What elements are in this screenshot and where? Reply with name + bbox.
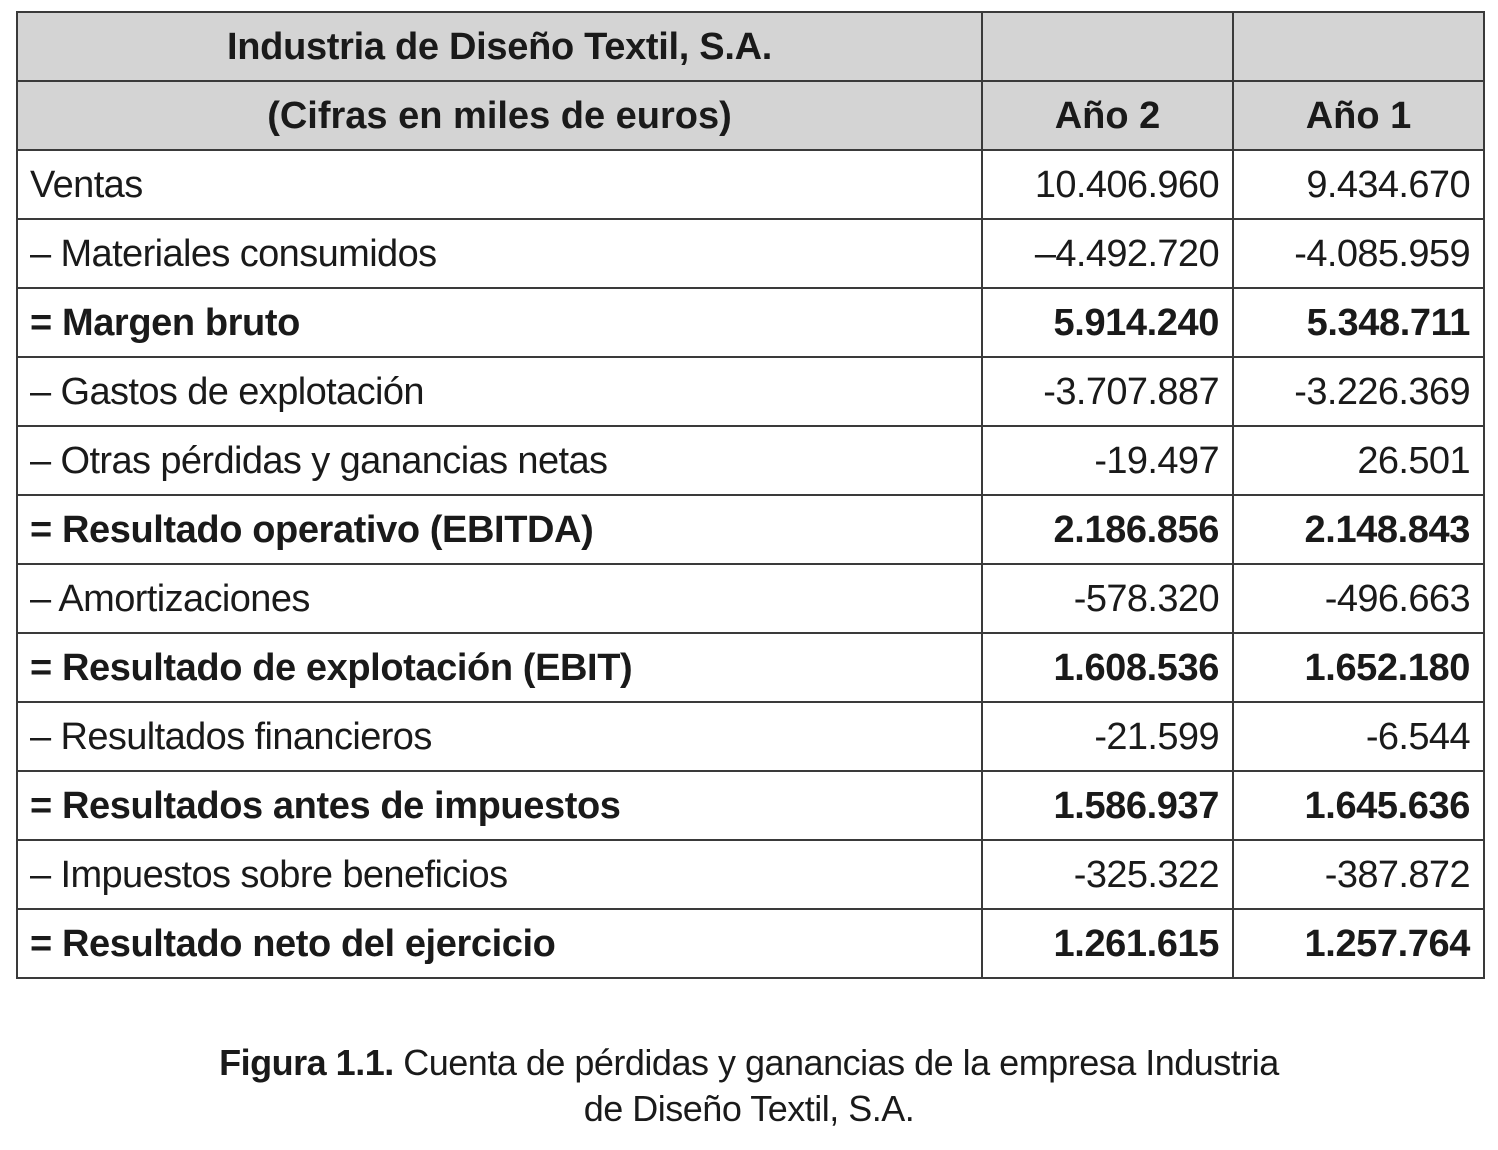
line-item-row: – Materiales consumidos –4.492.720 -4.085.… xyxy=(16,218,1485,289)
row-label-cell: – Impuestos sobre beneficios xyxy=(16,839,983,910)
year1-value-cell: 2.148.843 xyxy=(1232,494,1485,565)
line-item-row: – Resultados financieros -21.599 -6.544 xyxy=(16,701,1485,772)
subtotal-row: = Margen bruto 5.914.240 5.348.711 xyxy=(16,287,1485,358)
year2-value-cell: 1.586.937 xyxy=(981,770,1234,841)
figure-caption: Figura 1.1. Cuenta de pérdidas y gananci… xyxy=(0,1040,1498,1132)
row-label-cell: = Resultado neto del ejercicio xyxy=(16,908,983,979)
line-item-row: – Impuestos sobre beneficios -325.322 -387… xyxy=(16,839,1485,910)
row-label-cell: Ventas xyxy=(16,149,983,220)
year2-value-cell: -21.599 xyxy=(981,701,1234,772)
line-item-row: – Gastos de explotación -3.707.887 -3.226.… xyxy=(16,356,1485,427)
subtotal-row: = Resultado de explotación (EBIT) 1.608.5… xyxy=(16,632,1485,703)
subtotal-row: = Resultado operativo (EBITDA) 2.186.856 2… xyxy=(16,494,1485,565)
year1-value-cell: -4.085.959 xyxy=(1232,218,1485,289)
table-header-row: (Cifras en miles de euros) Año 2 Año 1 xyxy=(16,80,1485,151)
year1-value-cell: 1.645.636 xyxy=(1232,770,1485,841)
subtotal-row: = Resultados antes de impuestos 1.586.937… xyxy=(16,770,1485,841)
year1-value-cell: -496.663 xyxy=(1232,563,1485,634)
year2-value-cell: 5.914.240 xyxy=(981,287,1234,358)
caption-text: Cuenta de pérdidas y ganancias de la emp… xyxy=(403,1042,1279,1083)
year2-value-cell: 1.261.615 xyxy=(981,908,1234,979)
income-statement-body: Industria de Diseño Textil, S.A. (Cifras… xyxy=(16,11,1485,979)
row-label-cell: = Resultados antes de impuestos xyxy=(16,770,983,841)
year2-value-cell: 1.608.536 xyxy=(981,632,1234,703)
line-item-row: – Amortizaciones -578.320 -496.663 xyxy=(16,563,1485,634)
year2-value-cell: -3.707.887 xyxy=(981,356,1234,427)
row-label-cell: – Amortizaciones xyxy=(16,563,983,634)
line-item-row: Ventas 10.406.960 9.434.670 xyxy=(16,149,1485,220)
year1-value-cell: 1.652.180 xyxy=(1232,632,1485,703)
row-label-cell: – Materiales consumidos xyxy=(16,218,983,289)
year1-value-cell: 26.501 xyxy=(1232,425,1485,496)
row-label-cell: – Resultados financieros xyxy=(16,701,983,772)
subtotal-row: = Resultado neto del ejercicio 1.261.615 1… xyxy=(16,908,1485,979)
company-name-cell: Industria de Diseño Textil, S.A. xyxy=(16,11,983,82)
row-label-cell: – Gastos de explotación xyxy=(16,356,983,427)
year1-value-cell: -3.226.369 xyxy=(1232,356,1485,427)
year2-header-cell: Año 2 xyxy=(981,80,1234,151)
year2-value-cell: -19.497 xyxy=(981,425,1234,496)
year2-value-cell: -578.320 xyxy=(981,563,1234,634)
row-label-cell: = Resultado operativo (EBITDA) xyxy=(16,494,983,565)
line-item-row: – Otras pérdidas y ganancias netas -19.49… xyxy=(16,425,1485,496)
income-statement-table: Industria de Diseño Textil, S.A. (Cifras… xyxy=(16,11,1485,979)
year1-value-cell: 1.257.764 xyxy=(1232,908,1485,979)
year1-header-cell: Año 1 xyxy=(1232,80,1485,151)
row-label-cell: = Margen bruto xyxy=(16,287,983,358)
figure-label: Figura 1.1. xyxy=(219,1042,394,1083)
year1-value-cell: 9.434.670 xyxy=(1232,149,1485,220)
year1-value-cell: -6.544 xyxy=(1232,701,1485,772)
table-title-row: Industria de Diseño Textil, S.A. xyxy=(16,11,1485,82)
year2-value-cell: –4.492.720 xyxy=(981,218,1234,289)
year1-value-cell: -387.872 xyxy=(1232,839,1485,910)
units-header-cell: (Cifras en miles de euros) xyxy=(16,80,983,151)
year1-value-cell: 5.348.711 xyxy=(1232,287,1485,358)
caption-line-2: de Diseño Textil, S.A. xyxy=(583,1088,915,1129)
year2-value-cell: -325.322 xyxy=(981,839,1234,910)
row-label-cell: = Resultado de explotación (EBIT) xyxy=(16,632,983,703)
row-label-cell: – Otras pérdidas y ganancias netas xyxy=(16,425,983,496)
year2-value-cell: 2.186.856 xyxy=(981,494,1234,565)
empty-header-cell xyxy=(1232,11,1485,82)
year2-value-cell: 10.406.960 xyxy=(981,149,1234,220)
caption-line-1: Figura 1.1. Cuenta de pérdidas y gananci… xyxy=(0,1040,1498,1086)
empty-header-cell xyxy=(981,11,1234,82)
